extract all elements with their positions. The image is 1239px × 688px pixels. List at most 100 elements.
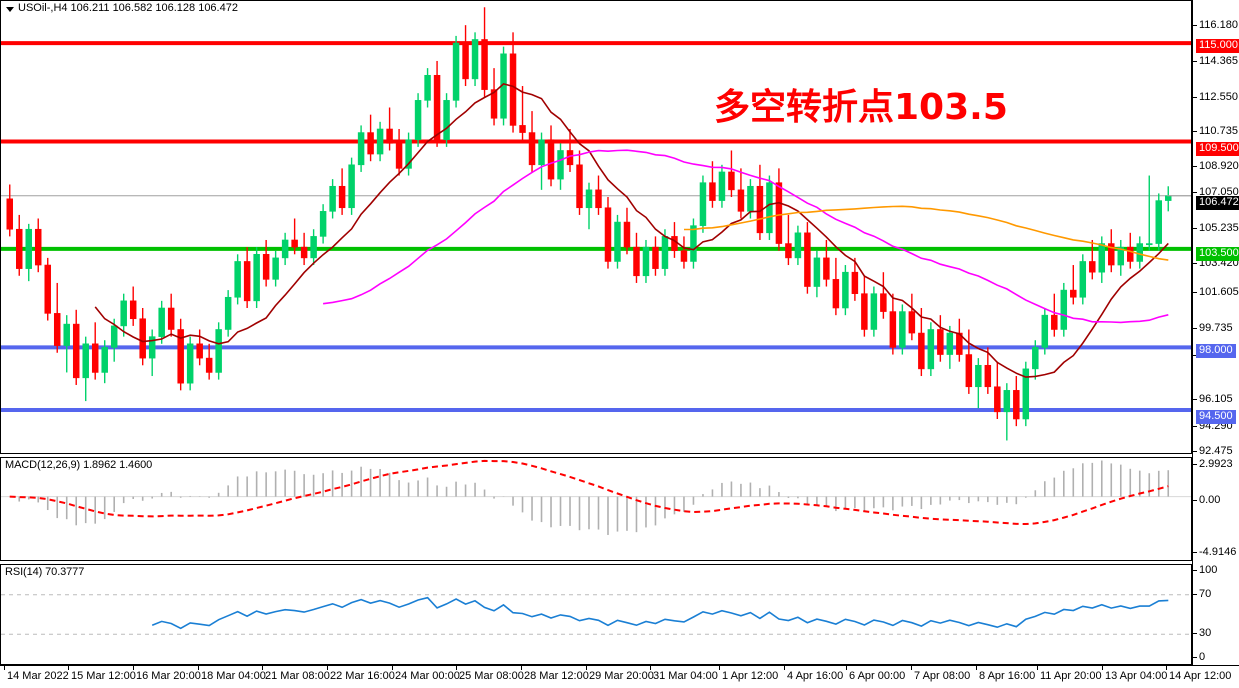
price-level-98[interactable]: 98.000 [1196, 344, 1236, 358]
price-axis-tick: 101.605 [1193, 287, 1239, 298]
time-tick-mark [456, 666, 457, 670]
candle-body [728, 171, 735, 191]
current-price-badge[interactable]: 106.472 [1196, 196, 1239, 210]
candle-body [832, 279, 840, 309]
candle-body [348, 164, 355, 209]
time-axis-label: 15 Mar 12:00 [71, 670, 136, 682]
time-axis-label: 13 Apr 04:00 [1105, 670, 1168, 682]
price-axis-tick-label: 116.180 [1199, 19, 1238, 31]
price-axis-tick: 96.105 [1193, 394, 1233, 405]
tick-mark-icon [1193, 593, 1197, 595]
candle-body [851, 271, 859, 294]
candle-body [186, 343, 194, 384]
rsi-panel[interactable]: RSI(14) 70.3777 [0, 564, 1192, 665]
candle-body [709, 182, 716, 201]
price-axis-tick: 110.735 [1193, 126, 1238, 137]
chart-annotation-text: 多空转折点103.5 [714, 87, 1008, 128]
candle-body [1117, 246, 1125, 266]
tick-mark-icon [1193, 398, 1197, 400]
candle-body [34, 228, 42, 266]
candle-body [661, 236, 669, 269]
tick-mark-icon [1193, 569, 1197, 571]
price-axis-tick: 114.365 [1193, 56, 1238, 67]
candle-body [927, 329, 935, 370]
tick-mark-icon [1193, 632, 1197, 634]
time-tick-mark [784, 666, 785, 670]
candle-body [25, 228, 32, 269]
candle-body [120, 300, 127, 327]
time-tick-mark [1166, 666, 1167, 670]
price-axis-tick: 94.290 [1193, 421, 1233, 432]
time-tick-mark [4, 666, 5, 670]
candle-body [272, 257, 279, 280]
ma-line-mid [322, 149, 1169, 324]
tick-mark-icon [1193, 130, 1197, 132]
tick-mark-icon [1193, 24, 1197, 26]
candle-body [234, 261, 241, 298]
candle-body [775, 182, 783, 244]
price-axis-tick-label: 107.050 [1199, 186, 1239, 198]
price-level-115[interactable]: 115.000 [1196, 39, 1239, 53]
time-tick-mark [262, 666, 263, 670]
price-level-103-5[interactable]: 103.500 [1196, 247, 1239, 261]
candle-body [557, 150, 564, 180]
time-axis-label: 8 Apr 16:00 [979, 670, 1036, 682]
price-level-94-5[interactable]: 94.500 [1196, 410, 1236, 424]
candle-body [899, 311, 906, 348]
rsi-axis-tick: 30 [1193, 628, 1211, 639]
time-axis-label: 25 Mar 08:00 [459, 670, 524, 682]
macd-plot-area[interactable] [1, 458, 1191, 560]
candle-body [462, 42, 469, 80]
candle-body [16, 228, 23, 269]
candle-body [1098, 243, 1106, 273]
price-scale-axis[interactable]: 116.180 114.365 112.550 110.735 108.920 107.0… [1192, 0, 1239, 665]
price-axis-tick-label: 103.420 [1199, 257, 1239, 269]
time-axis-label: 28 Mar 12:00 [524, 670, 589, 682]
candle-body [158, 307, 165, 337]
time-scale-axis[interactable]: 14 Mar 2022 15 Mar 12:00 16 Mar 20:00 18 Ma… [0, 665, 1239, 688]
candle-body [405, 139, 412, 169]
time-axis-label: 22 Mar 16:00 [330, 670, 395, 682]
macd-axis-tick-label: 2.9923 [1199, 458, 1233, 470]
candle-body [1003, 390, 1011, 413]
candle-body [433, 74, 441, 141]
candle-body [547, 139, 555, 180]
candle-body [747, 185, 754, 212]
candle-body [823, 257, 830, 280]
candle-body [794, 232, 802, 259]
candle-body [291, 239, 298, 248]
tick-mark-icon [1193, 551, 1197, 553]
candle-body [224, 296, 232, 330]
candle-body [699, 182, 707, 226]
time-tick-mark [327, 666, 328, 670]
time-tick-mark [1102, 666, 1103, 670]
price-level-109-5[interactable]: 109.500 [1196, 142, 1239, 156]
candle-body [633, 246, 640, 277]
candle-body [737, 189, 745, 212]
candle-body [110, 325, 118, 348]
candle-body [1089, 261, 1096, 273]
candle-body [452, 42, 460, 101]
candle-body [718, 171, 726, 201]
time-axis-label: 4 Apr 16:00 [787, 670, 844, 682]
candle-body [1146, 243, 1153, 246]
candle-body [1155, 200, 1162, 244]
price-axis-tick-label: 108.920 [1199, 160, 1239, 172]
rsi-line [151, 596, 1169, 630]
candle-body [72, 323, 80, 379]
candle-body [785, 243, 792, 259]
candle-body [129, 300, 137, 320]
tick-mark-icon [1193, 327, 1197, 329]
time-axis-label: 6 Apr 00:00 [849, 670, 906, 682]
time-tick-mark [846, 666, 847, 670]
candle-body [1108, 243, 1115, 266]
macd-panel[interactable]: MACD(12,26,9) 1.8962 1.4600 [0, 457, 1192, 561]
price-chart-panel[interactable] [0, 0, 1192, 454]
rsi-plot-area[interactable] [1, 565, 1191, 664]
candle-body [994, 386, 1001, 413]
price-axis-tick: 103.420 [1193, 258, 1239, 269]
price-axis-tick: 112.550 [1193, 92, 1238, 103]
price-plot-area[interactable] [1, 1, 1191, 453]
chevron-down-icon[interactable] [6, 7, 14, 12]
